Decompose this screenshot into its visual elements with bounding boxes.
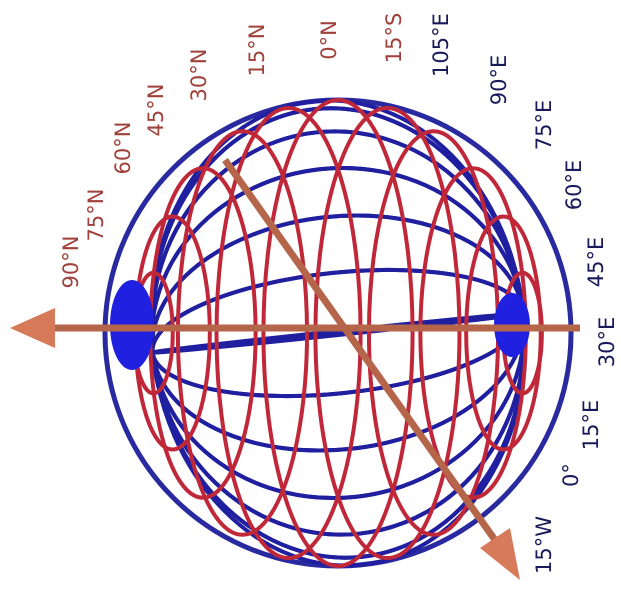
tilted-axis: [222, 157, 498, 543]
latitude-line: [313, 105, 462, 561]
latitude-label: 30°N: [187, 49, 211, 102]
latitude-label: 0°N: [317, 20, 341, 60]
axis-arrow-head: [10, 308, 55, 348]
longitude-label: 90°E: [487, 55, 511, 106]
latitude-label: 75°N: [84, 189, 108, 242]
latitude-label: 15°S: [382, 13, 406, 64]
latitude-label: 90°N: [59, 236, 83, 289]
latitude-label: 15°N: [245, 24, 269, 77]
longitude-label: 15°W: [532, 516, 556, 574]
longitude-label: 60°E: [562, 160, 586, 211]
longitude-label: 30°E: [595, 317, 619, 368]
longitude-label: 15°E: [579, 400, 603, 451]
longitude-label: 75°E: [532, 100, 556, 151]
latitude-line: [175, 129, 310, 537]
longitude-label: 0°: [559, 463, 583, 487]
latitude-line: [214, 105, 363, 561]
longitude-label: 45°E: [584, 237, 608, 288]
latitude-label: 45°N: [144, 84, 168, 137]
latitude-line: [261, 98, 415, 568]
latitude-label: 60°N: [111, 122, 135, 175]
tilted-arrow-head: [480, 528, 520, 580]
sphere: [102, 97, 574, 569]
longitude-label: 105°E: [429, 13, 453, 77]
